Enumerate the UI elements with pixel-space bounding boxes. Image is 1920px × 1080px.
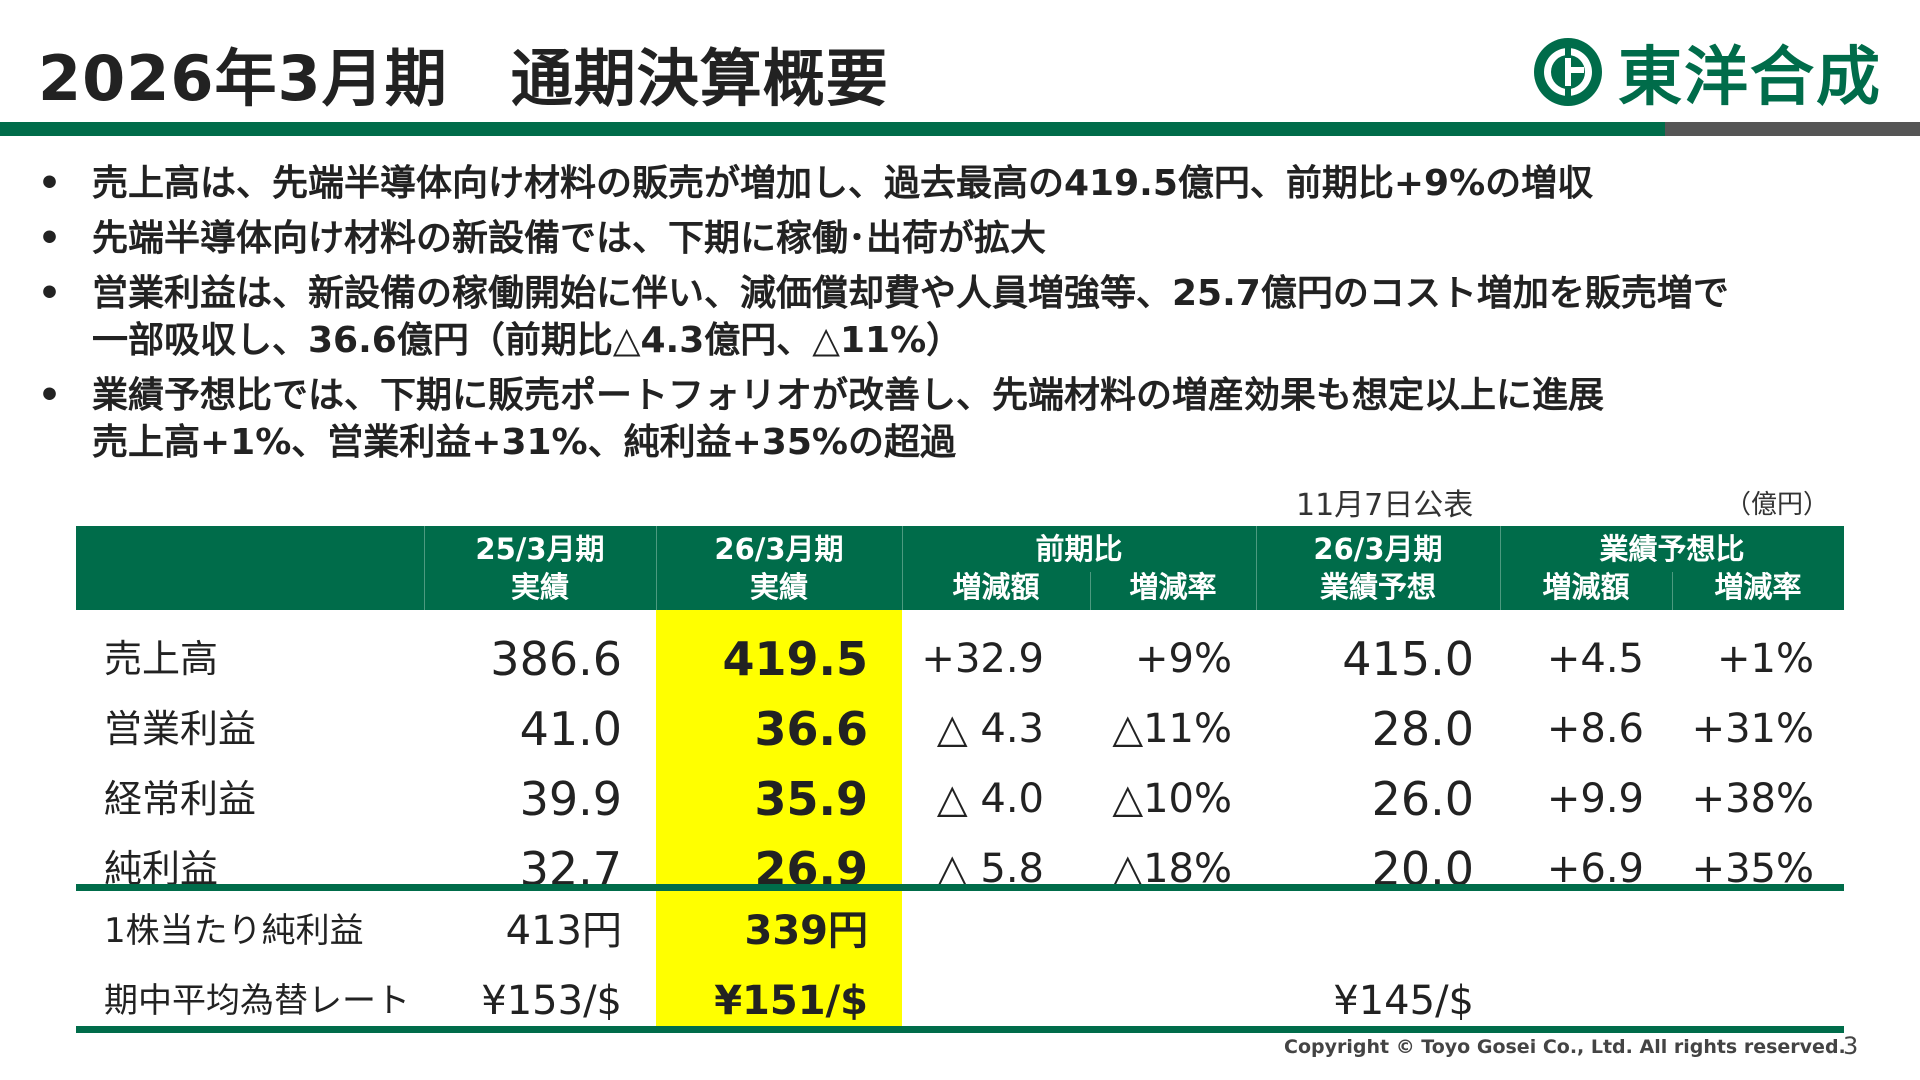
- cell-forecast: 26.0: [1371, 772, 1474, 826]
- header-yoy-amount: 増減額: [952, 570, 1040, 604]
- cell-forecast: 20.0: [1371, 842, 1474, 896]
- bullet-item: • 売上高は、先端半導体向け材料の販売が増加し、過去最高の419.5億円、前期比…: [38, 160, 1898, 207]
- cell-curr: 26.9: [754, 842, 869, 896]
- results-table: 25/3月期 実績 26/3月期 実績 前期比 増減額 増減率 26/3月期 業…: [76, 526, 1844, 1033]
- cell-prev: 413円: [505, 908, 622, 954]
- cell-yoy-rate: △11%: [1112, 706, 1232, 752]
- bullet-text: 売上高+1%、営業利益+31%、純利益+35%の超過: [92, 422, 956, 463]
- copyright-text: Copyright © Toyo Gosei Co., Ltd. All rig…: [1284, 1036, 1846, 1058]
- row-label: 期中平均為替レート: [104, 981, 410, 1021]
- cell-prev: 39.9: [519, 772, 622, 826]
- cell-fc-rate: +38%: [1691, 776, 1814, 822]
- cell-forecast: ¥145/$: [1333, 978, 1474, 1024]
- table-row: 期中平均為替レート ¥153/$ ¥151/$ ¥145/$: [76, 966, 1844, 1036]
- row-label: 経常利益: [104, 777, 257, 821]
- cell-curr: ¥151/$: [714, 978, 868, 1024]
- cell-prev: 386.6: [490, 632, 622, 686]
- table-row: 営業利益 41.0 36.6 △ 4.3 △11% 28.0 +8.6 +31%: [76, 694, 1844, 764]
- current-year-highlight: [656, 610, 902, 1026]
- cell-yoy-amount: +32.9: [921, 636, 1044, 682]
- bullet-text: 先端半導体向け材料の新設備では、下期に稼働･出荷が拡大: [92, 218, 1047, 259]
- bullet-text: 業績予想比では、下期に販売ポートフォリオが改善し、先端材料の増産効果も想定以上に…: [92, 375, 1605, 416]
- cell-prev: 32.7: [519, 842, 622, 896]
- cell-fc-amount: +4.5: [1546, 636, 1644, 682]
- cell-yoy-amount: △ 4.3: [936, 706, 1044, 752]
- row-label: 営業利益: [104, 707, 257, 751]
- cell-yoy-amount: △ 4.0: [936, 776, 1044, 822]
- cell-fc-rate: +35%: [1691, 846, 1814, 892]
- company-logo: 東洋合成: [1532, 26, 1882, 118]
- bullet-marker: •: [38, 218, 62, 259]
- cell-curr: 36.6: [754, 702, 869, 756]
- summary-bullets: • 売上高は、先端半導体向け材料の販売が増加し、過去最高の419.5億円、前期比…: [38, 160, 1898, 474]
- section-divider: [76, 884, 1844, 891]
- bullet-marker: •: [38, 375, 62, 416]
- cell-fc-amount: +6.9: [1546, 846, 1644, 892]
- table-row: 経常利益 39.9 35.9 △ 4.0 △10% 26.0 +9.9 +38%: [76, 764, 1844, 834]
- table-row: 純利益 32.7 26.9 △ 5.8 △18% 20.0 +6.9 +35%: [76, 834, 1844, 904]
- cell-fc-amount: +9.9: [1546, 776, 1644, 822]
- header-yoy-rate: 増減率: [1129, 570, 1217, 604]
- cell-yoy-rate: △10%: [1112, 776, 1232, 822]
- header-yoy: 前期比 増減額 増減率: [902, 526, 1256, 610]
- cell-fc-rate: +1%: [1717, 636, 1814, 682]
- cell-prev: ¥153/$: [481, 978, 622, 1024]
- header-vs-forecast: 業績予想比 増減額 増減率: [1500, 526, 1844, 610]
- cell-yoy-rate: △18%: [1112, 846, 1232, 892]
- header-fc-amount: 増減額: [1542, 570, 1630, 604]
- cell-fc-rate: +31%: [1691, 706, 1814, 752]
- bullet-item: • 先端半導体向け材料の新設備では、下期に稼働･出荷が拡大: [38, 215, 1898, 262]
- cell-fc-amount: +8.6: [1546, 706, 1644, 752]
- header-curr-actual: 26/3月期 実績: [714, 532, 844, 604]
- cell-prev: 41.0: [519, 702, 622, 756]
- forecast-date-note: 11月7日公表: [1296, 488, 1474, 523]
- bullet-text: 売上高は、先端半導体向け材料の販売が増加し、過去最高の419.5億円、前期比+9…: [92, 163, 1594, 204]
- slide-title: 2026年3月期 通期決算概要: [38, 42, 889, 115]
- cell-curr: 419.5: [722, 632, 868, 686]
- bullet-text: 営業利益は、新設備の稼働開始に伴い、減価償却費や人員増強等、25.7億円のコスト…: [92, 273, 1729, 314]
- unit-note: （億円）: [1725, 490, 1830, 520]
- bullet-text: 一部吸収し、36.6億円（前期比△4.3億円、△11%）: [92, 320, 963, 361]
- row-label: 売上高: [104, 637, 219, 681]
- bullet-marker: •: [38, 163, 62, 204]
- logo-text: 東洋合成: [1618, 41, 1882, 115]
- toyo-gosei-logo-icon: [1534, 38, 1602, 106]
- header-forecast: 26/3月期 業績予想: [1313, 532, 1443, 604]
- row-label: 1株当たり純利益: [104, 911, 364, 951]
- cell-forecast: 28.0: [1371, 702, 1474, 756]
- row-label: 純利益: [104, 847, 219, 891]
- header-prev-actual: 25/3月期 実績: [475, 532, 605, 604]
- bullet-item: • 業績予想比では、下期に販売ポートフォリオが改善し、先端材料の増産効果も想定以…: [38, 372, 1898, 466]
- cell-forecast: 415.0: [1342, 632, 1474, 686]
- table-bottom-rule: [76, 1026, 1844, 1033]
- cell-yoy-amount: △ 5.8: [936, 846, 1044, 892]
- page-number: 3: [1843, 1032, 1859, 1060]
- table-row: 売上高 386.6 419.5 +32.9 +9% 415.0 +4.5 +1%: [76, 624, 1844, 694]
- bullet-marker: •: [38, 273, 62, 314]
- header-rule-gray: [1665, 122, 1920, 136]
- table-row: 1株当たり純利益 413円 339円: [76, 896, 1844, 966]
- cell-yoy-rate: +9%: [1135, 636, 1232, 682]
- header-fc-rate: 増減率: [1714, 570, 1802, 604]
- cell-curr: 35.9: [754, 772, 869, 826]
- cell-curr: 339円: [744, 908, 869, 954]
- bullet-item: • 営業利益は、新設備の稼働開始に伴い、減価償却費や人員増強等、25.7億円のコ…: [38, 270, 1898, 364]
- header-rule-green: [0, 122, 1665, 136]
- table-header: 25/3月期 実績 26/3月期 実績 前期比 増減額 増減率 26/3月期 業…: [76, 526, 1844, 610]
